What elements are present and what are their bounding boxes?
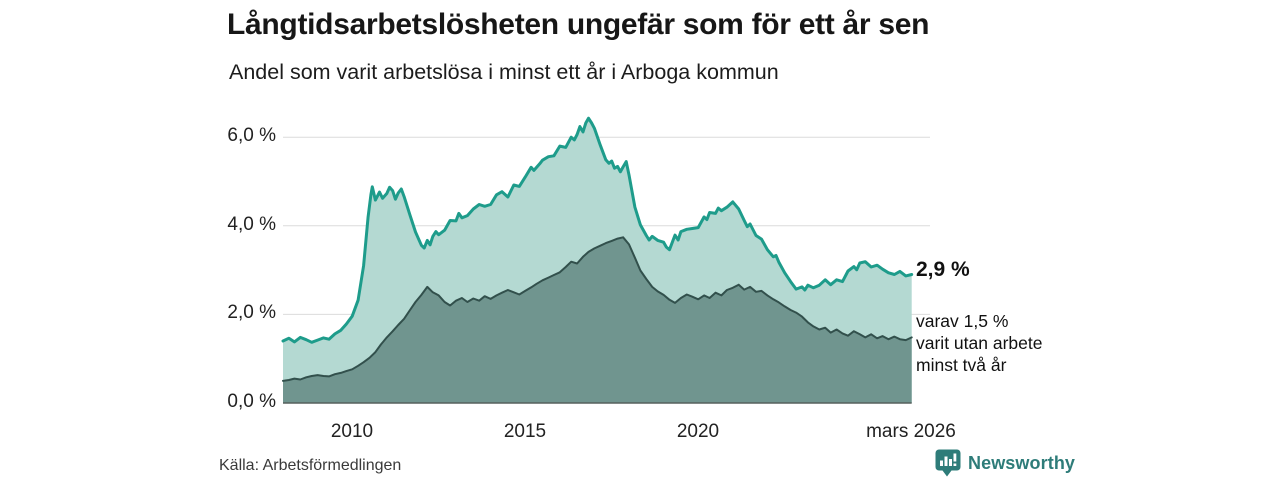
series-two-annotation: varav 1,5 % varit utan arbete minst två …	[916, 310, 1042, 376]
x-axis-tick-label: 2010	[330, 421, 374, 442]
source-note: Källa: Arbetsförmedlingen	[219, 457, 402, 474]
chart-subtitle: Andel som varit arbetslösa i minst ett å…	[229, 60, 779, 84]
x-axis-tick-label: 2015	[503, 421, 547, 442]
newsworthy-wordmark: Newsworthy	[968, 452, 1076, 473]
newsworthy-logo: Newsworthy	[935, 449, 1075, 477]
annotation-line: minst två år	[916, 355, 1007, 375]
end-value-label: 2,9 %	[916, 258, 970, 281]
newsworthy-logo-icon	[935, 449, 961, 477]
chart-title: Långtidsarbetslösheten ungefär som för e…	[227, 8, 930, 41]
x-axis-tick-label: mars 2026	[866, 421, 956, 442]
y-axis-tick-label: 2,0 %	[227, 302, 276, 323]
annotation-line: varit utan arbete	[916, 333, 1043, 353]
y-axis-tick-label: 6,0 %	[227, 125, 276, 146]
y-axis-tick-label: 4,0 %	[227, 214, 276, 235]
annotation-line: varav 1,5 %	[916, 311, 1009, 331]
x-axis-tick-label: 2020	[676, 421, 720, 442]
y-axis-tick-label: 0,0 %	[227, 391, 276, 412]
